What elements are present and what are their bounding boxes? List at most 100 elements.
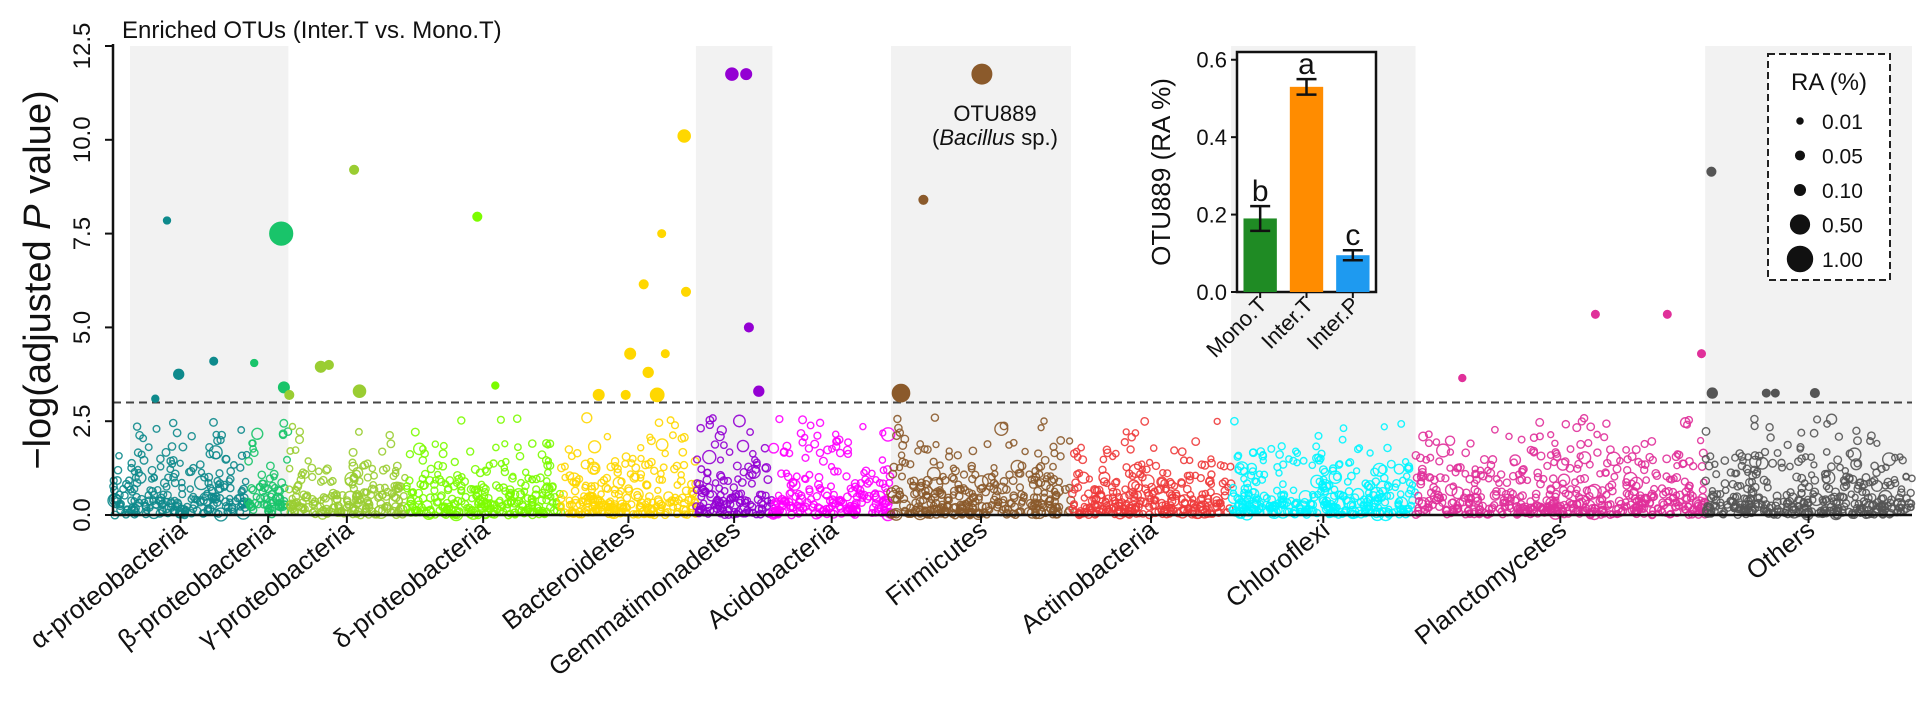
enriched-point	[472, 211, 483, 222]
background-point	[1111, 449, 1120, 458]
background-point	[1679, 502, 1688, 511]
background-point	[964, 488, 974, 497]
background-point	[1653, 504, 1662, 512]
background-point	[859, 422, 867, 431]
background-point	[1659, 500, 1669, 510]
background-point	[587, 482, 596, 491]
background-point	[1415, 453, 1425, 463]
background-point	[1112, 488, 1121, 497]
enriched-point	[269, 221, 294, 246]
background-point	[725, 448, 734, 456]
enriched-point	[1696, 349, 1707, 359]
background-point	[644, 503, 653, 512]
background-point	[920, 445, 929, 454]
background-point	[697, 465, 706, 474]
background-point	[1102, 445, 1112, 455]
background-point	[1785, 496, 1795, 506]
background-point	[1598, 486, 1607, 495]
background-point	[457, 416, 466, 425]
background-point	[943, 493, 953, 503]
background-point	[716, 491, 725, 499]
background-point	[1635, 491, 1645, 500]
background-point	[1220, 491, 1230, 500]
background-point	[153, 485, 162, 494]
background-point	[1836, 463, 1844, 472]
background-point	[1797, 454, 1806, 464]
background-point	[1851, 493, 1859, 501]
background-point	[419, 445, 427, 453]
background-point	[310, 497, 320, 506]
background-point	[369, 480, 378, 489]
background-point	[953, 451, 963, 460]
background-point	[521, 468, 530, 477]
background-point	[757, 504, 766, 513]
background-point	[588, 495, 600, 507]
background-point	[1484, 466, 1492, 475]
background-point	[1305, 499, 1315, 509]
enriched-point	[624, 347, 637, 360]
background-point	[1243, 499, 1251, 508]
annotation-otu-label: OTU889	[953, 101, 1036, 126]
background-point	[1439, 493, 1448, 502]
background-point	[1374, 494, 1383, 503]
background-point	[796, 428, 806, 438]
background-point	[1149, 444, 1158, 452]
background-point	[770, 500, 779, 510]
background-point	[1198, 490, 1207, 499]
background-point	[842, 445, 853, 455]
background-point	[211, 508, 221, 517]
background-point	[166, 456, 176, 466]
background-point	[262, 495, 271, 504]
background-point	[1796, 445, 1804, 453]
background-point	[1319, 500, 1329, 510]
background-point	[1364, 489, 1373, 497]
background-point	[1834, 432, 1844, 441]
background-point	[1897, 500, 1906, 509]
background-point	[1418, 431, 1429, 442]
background-point	[999, 476, 1009, 486]
background-point	[1441, 474, 1450, 483]
background-point	[209, 417, 218, 427]
background-point	[1380, 498, 1390, 507]
background-point	[408, 502, 417, 512]
background-point	[568, 508, 578, 518]
background-point	[1580, 474, 1590, 484]
background-point	[1430, 475, 1439, 485]
background-point	[1244, 489, 1253, 498]
background-point	[1675, 490, 1685, 500]
background-point	[1739, 457, 1747, 465]
background-point	[524, 503, 533, 513]
background-point	[1080, 494, 1089, 502]
background-point	[1426, 453, 1435, 462]
background-point	[1098, 471, 1111, 484]
background-point	[169, 472, 179, 482]
background-point	[1401, 458, 1410, 466]
background-point	[1622, 478, 1631, 487]
background-point	[1768, 458, 1778, 468]
group-label: Others	[1740, 514, 1820, 586]
background-point	[831, 430, 840, 439]
background-point	[655, 438, 669, 452]
background-point	[1867, 493, 1877, 503]
background-point	[385, 430, 394, 440]
background-point	[1845, 449, 1855, 458]
background-point	[506, 490, 515, 499]
background-point	[454, 474, 464, 484]
background-point	[1701, 476, 1711, 486]
background-point	[1847, 447, 1862, 462]
background-point	[1037, 424, 1045, 432]
background-point	[1279, 490, 1289, 500]
background-point	[1593, 430, 1601, 439]
background-point	[1068, 504, 1078, 514]
background-point	[1272, 486, 1281, 495]
background-point	[1529, 433, 1539, 442]
background-point	[1197, 460, 1207, 469]
background-point	[1404, 489, 1413, 498]
background-point	[402, 482, 411, 491]
background-point	[1444, 483, 1458, 497]
background-point	[380, 483, 389, 492]
background-point	[1645, 499, 1654, 508]
background-point	[537, 496, 547, 505]
background-point	[1277, 442, 1286, 451]
group-label: Chloroflexi	[1220, 514, 1335, 613]
